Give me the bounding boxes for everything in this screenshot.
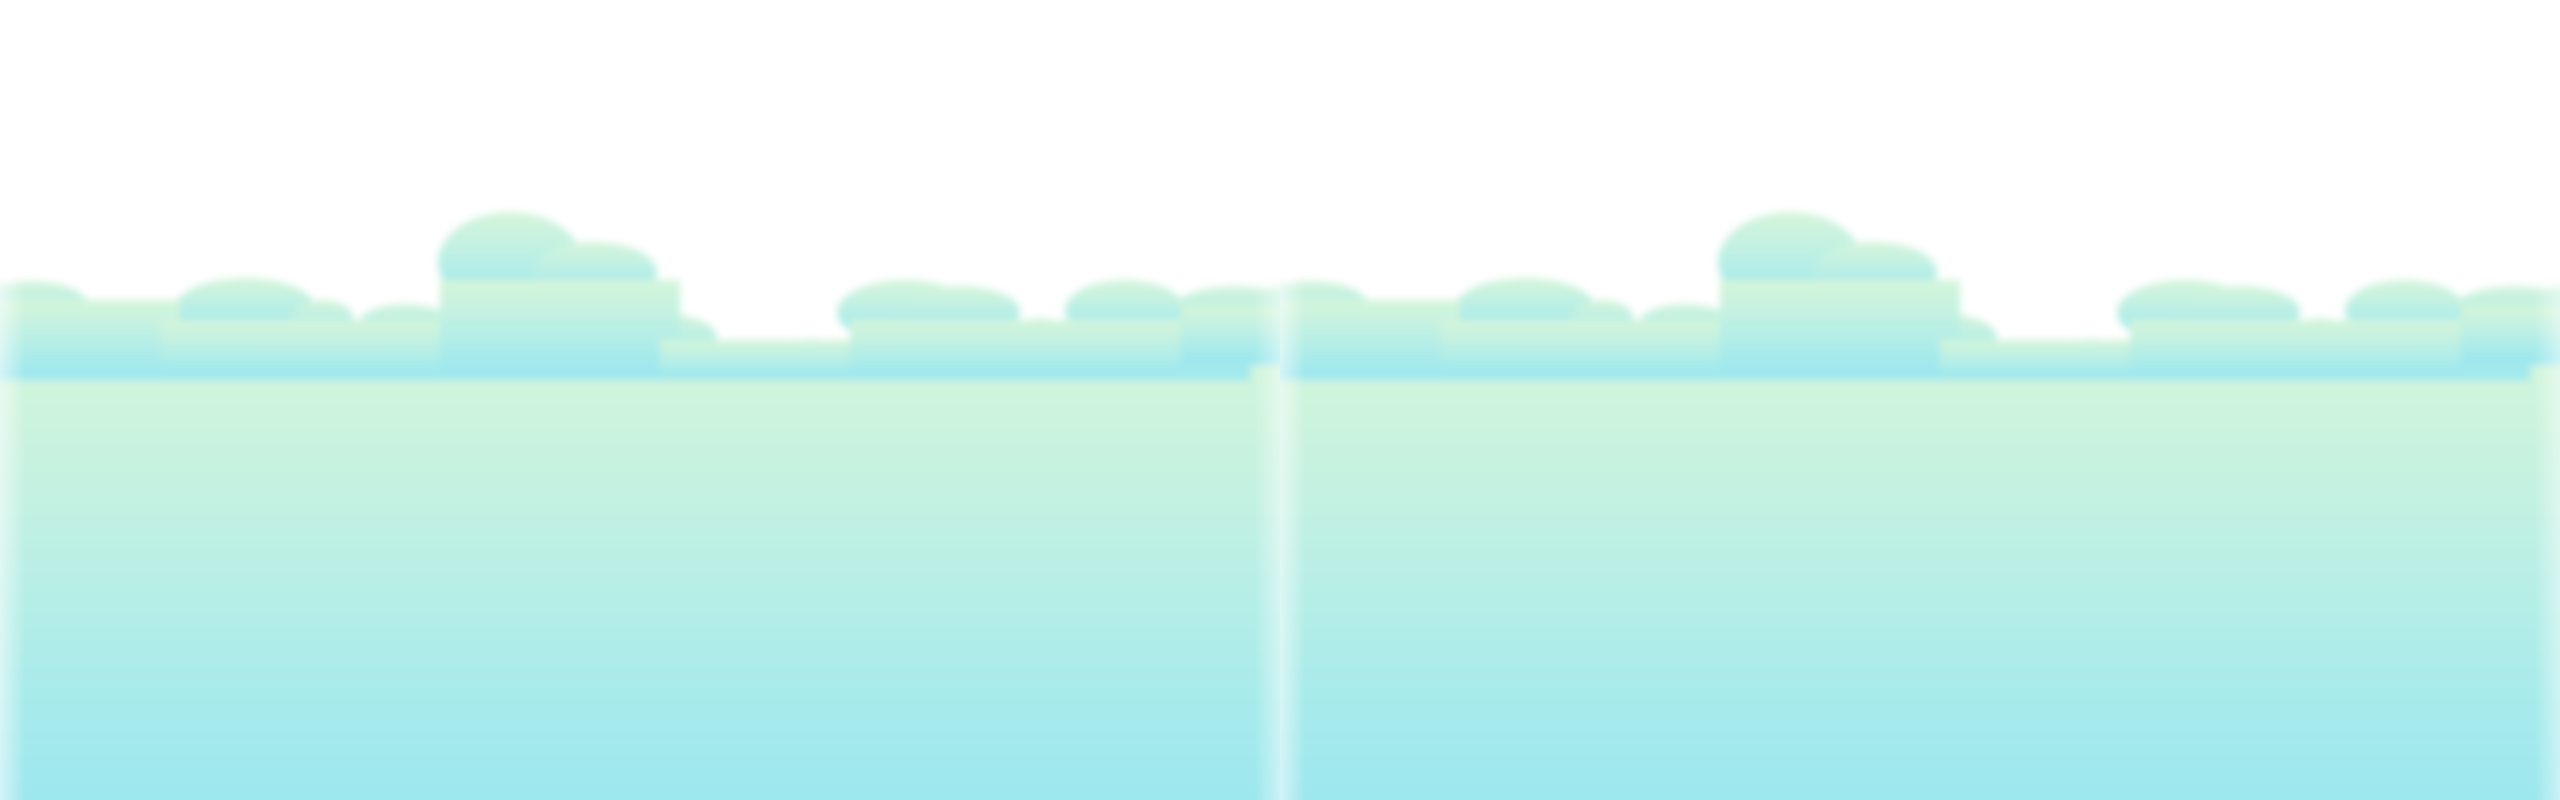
tile-edge-glow-right: [1280, 0, 2560, 800]
cloud-bank-left-graphic: [0, 0, 1280, 800]
tile-edge-glow-left: [0, 0, 1280, 800]
cloud-bank-left: [0, 0, 1280, 800]
cloud-bank-right: [1280, 0, 2560, 800]
cloud-bank-right-graphic: [1280, 0, 2560, 800]
